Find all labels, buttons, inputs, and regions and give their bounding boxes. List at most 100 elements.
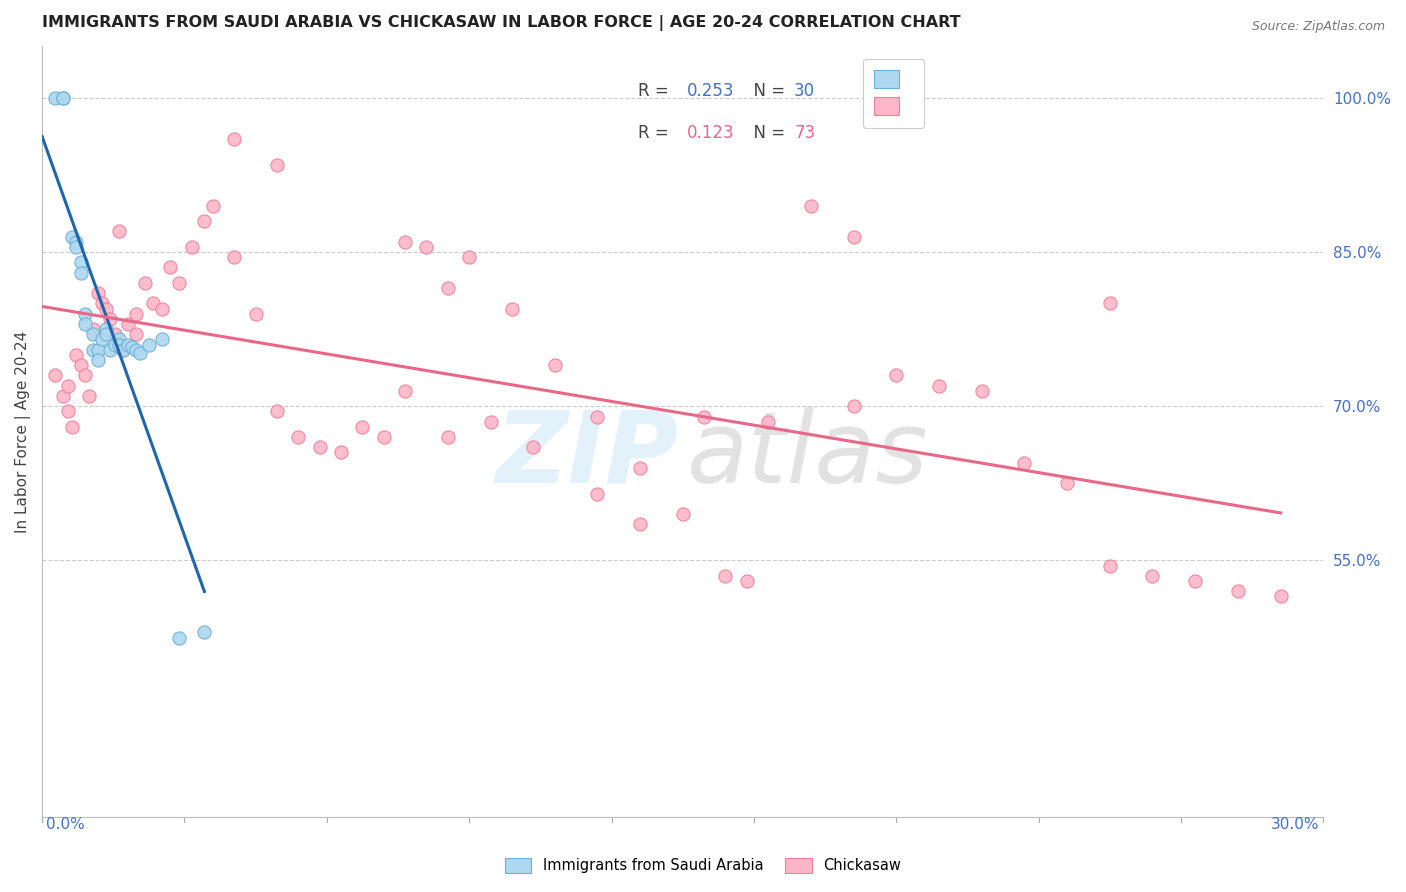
Point	[69, 255, 91, 269]
Point	[44, 91, 66, 105]
Point	[112, 343, 135, 357]
Text: Source: ZipAtlas.com: Source: ZipAtlas.com	[1251, 20, 1385, 33]
Point	[479, 415, 502, 429]
Point	[100, 311, 122, 326]
Point	[415, 240, 437, 254]
Point	[437, 281, 460, 295]
Point	[224, 132, 246, 146]
Point	[714, 569, 737, 583]
Point	[842, 399, 865, 413]
Point	[96, 322, 118, 336]
Point	[108, 224, 131, 238]
Point	[224, 250, 246, 264]
Point	[1142, 569, 1164, 583]
Point	[104, 327, 127, 342]
Point	[86, 343, 108, 357]
Point	[52, 389, 75, 403]
Point	[266, 404, 288, 418]
Point	[125, 327, 148, 342]
Point	[330, 445, 353, 459]
Point	[108, 337, 131, 351]
Legend: , : ,	[862, 59, 924, 128]
Point	[125, 343, 148, 357]
Y-axis label: In Labor Force | Age 20-24: In Labor Force | Age 20-24	[15, 331, 31, 533]
Point	[142, 296, 165, 310]
Text: 73: 73	[794, 124, 815, 142]
Point	[352, 419, 374, 434]
Point	[308, 441, 330, 455]
Text: 30: 30	[794, 82, 815, 100]
Point	[628, 461, 651, 475]
Point	[756, 415, 779, 429]
Point	[100, 343, 122, 357]
Point	[628, 517, 651, 532]
Point	[586, 409, 609, 424]
Text: R =: R =	[638, 124, 673, 142]
Point	[193, 625, 215, 640]
Point	[65, 348, 87, 362]
Point	[121, 340, 143, 354]
Point	[373, 430, 395, 444]
Point	[117, 337, 139, 351]
Point	[82, 327, 104, 342]
Point	[73, 317, 96, 331]
Point	[1098, 296, 1121, 310]
Point	[56, 378, 79, 392]
Point	[56, 404, 79, 418]
Point	[1226, 584, 1249, 599]
Point	[394, 235, 416, 249]
Text: ZIP: ZIP	[496, 407, 679, 504]
Point	[108, 337, 131, 351]
Point	[394, 384, 416, 398]
Point	[52, 91, 75, 105]
Point	[842, 229, 865, 244]
Legend: Immigrants from Saudi Arabia, Chickasaw: Immigrants from Saudi Arabia, Chickasaw	[498, 850, 908, 880]
Text: 30.0%: 30.0%	[1271, 817, 1319, 832]
Point	[60, 229, 83, 244]
Point	[522, 441, 544, 455]
Text: R =: R =	[638, 82, 673, 100]
Point	[150, 333, 173, 347]
Point	[60, 419, 83, 434]
Point	[693, 409, 716, 424]
Point	[104, 337, 127, 351]
Point	[287, 430, 309, 444]
Point	[672, 507, 695, 521]
Point	[96, 327, 118, 342]
Point	[82, 322, 104, 336]
Point	[125, 307, 148, 321]
Point	[928, 378, 950, 392]
Point	[180, 240, 202, 254]
Point	[108, 333, 131, 347]
Text: N =: N =	[742, 82, 790, 100]
Point	[138, 337, 160, 351]
Point	[52, 91, 75, 105]
Point	[86, 353, 108, 368]
Text: IMMIGRANTS FROM SAUDI ARABIA VS CHICKASAW IN LABOR FORCE | AGE 20-24 CORRELATION: IMMIGRANTS FROM SAUDI ARABIA VS CHICKASA…	[42, 15, 960, 31]
Point	[90, 296, 112, 310]
Point	[129, 345, 152, 359]
Point	[77, 389, 100, 403]
Text: N =: N =	[742, 124, 790, 142]
Point	[437, 430, 460, 444]
Point	[44, 368, 66, 383]
Point	[167, 631, 190, 645]
Point	[65, 235, 87, 249]
Point	[159, 260, 181, 275]
Point	[65, 240, 87, 254]
Point	[970, 384, 993, 398]
Point	[543, 358, 565, 372]
Point	[117, 317, 139, 331]
Point	[112, 343, 135, 357]
Text: 0.123: 0.123	[686, 124, 734, 142]
Point	[266, 158, 288, 172]
Point	[884, 368, 907, 383]
Text: 0.0%: 0.0%	[46, 817, 86, 832]
Point	[458, 250, 481, 264]
Point	[735, 574, 758, 588]
Point	[1270, 590, 1292, 604]
Text: atlas: atlas	[686, 407, 928, 504]
Point	[73, 307, 96, 321]
Point	[1056, 476, 1078, 491]
Point	[86, 286, 108, 301]
